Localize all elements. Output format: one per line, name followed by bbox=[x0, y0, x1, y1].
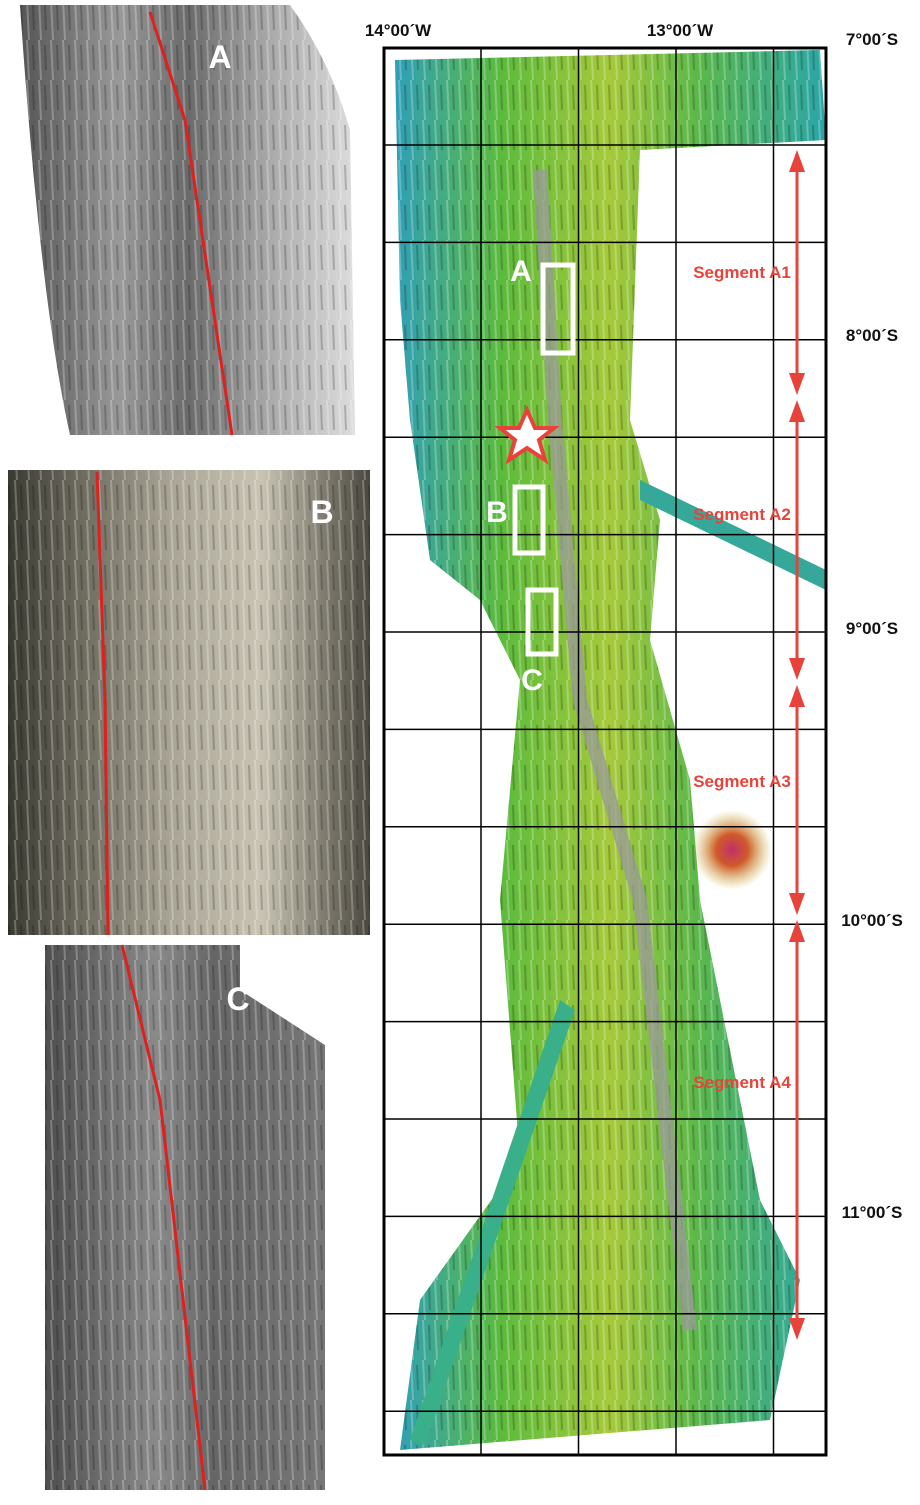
latitude-label: 10°00´S bbox=[841, 911, 903, 930]
sonar-texture bbox=[20, 5, 355, 435]
segment-label: Segment A3 bbox=[693, 772, 791, 791]
latitude-label: 8°00´S bbox=[846, 326, 898, 345]
box-label: A bbox=[510, 255, 532, 288]
longitude-label: 14°00´W bbox=[365, 21, 432, 40]
sonar-panel-a: A bbox=[20, 5, 355, 435]
figure: A B C A B C Segment A1 Segment A2 Segment … bbox=[0, 0, 920, 1500]
sonar-panel-c: C bbox=[45, 945, 325, 1490]
latitude-label: 7°00´S bbox=[846, 30, 898, 49]
latitude-label: 9°00´S bbox=[846, 619, 898, 638]
sonar-texture bbox=[8, 470, 370, 935]
sonar-texture bbox=[45, 945, 325, 1490]
panel-label: B bbox=[310, 494, 333, 530]
panel-label: A bbox=[208, 39, 231, 75]
latitude-label: 11°00´S bbox=[842, 1203, 903, 1222]
segment-label: Segment A2 bbox=[693, 505, 791, 524]
box-label: B bbox=[486, 496, 508, 529]
panel-label: C bbox=[226, 981, 249, 1017]
seamount bbox=[692, 810, 772, 890]
sonar-panel-b: B bbox=[8, 470, 370, 935]
box-label: C bbox=[521, 664, 543, 697]
longitude-label: 13°00´W bbox=[647, 21, 714, 40]
bathymetry-map: A B C bbox=[384, 48, 826, 1455]
segment-label: Segment A4 bbox=[693, 1073, 791, 1092]
segment-label: Segment A1 bbox=[693, 263, 791, 282]
